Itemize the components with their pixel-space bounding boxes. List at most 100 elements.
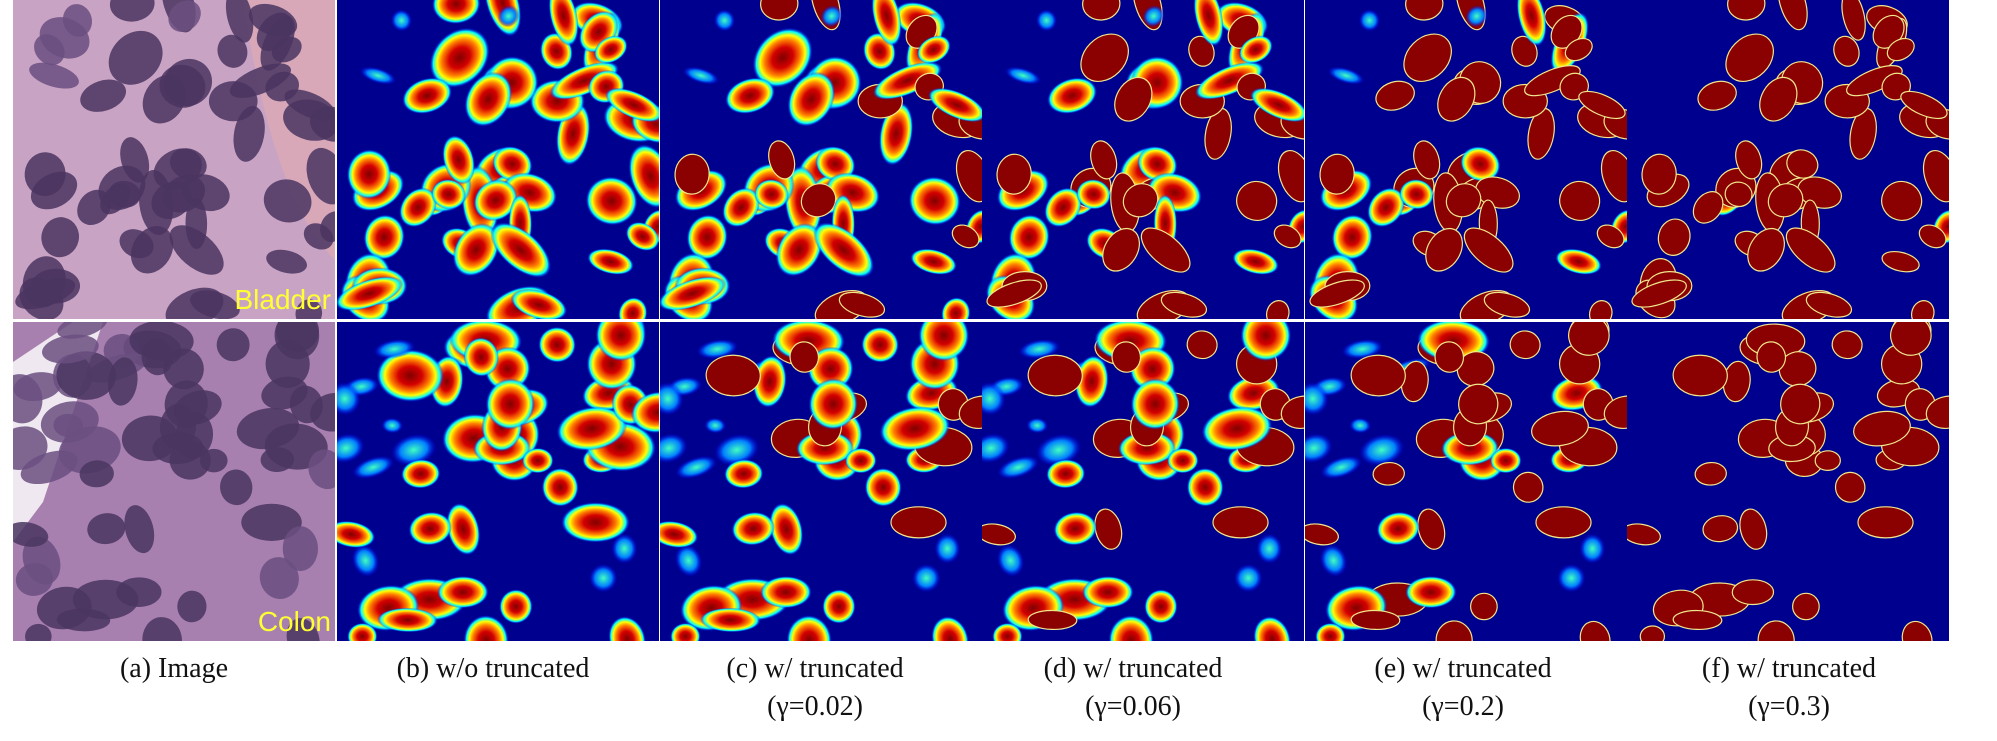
- nucleus-heat: [556, 406, 628, 451]
- nucleus-heat: [363, 214, 405, 260]
- weak-blob: [1256, 533, 1283, 564]
- nucleus-mask: [1805, 291, 1853, 318]
- nucleus-heat: [1555, 248, 1602, 275]
- nucleus-heat: [992, 622, 1023, 641]
- nucleus-mask: [1160, 291, 1208, 318]
- weak-blob: [1234, 563, 1263, 593]
- weak-blob: [996, 544, 1025, 577]
- nucleus-mask: [1559, 180, 1601, 221]
- nucleus-mask: [1631, 279, 1687, 308]
- nucleus-heat: [442, 135, 475, 185]
- probability-map: [982, 322, 1304, 641]
- row-label: Colon: [258, 606, 331, 637]
- nucleus-heat: [1167, 447, 1199, 474]
- nucleus-mask: [890, 506, 947, 539]
- nucleus-mask: [1319, 153, 1355, 195]
- nucleus-mask: [768, 140, 796, 180]
- nucleus-mask: [982, 523, 1016, 546]
- nucleus-heat: [347, 622, 378, 641]
- nucleus-mask: [1434, 341, 1465, 373]
- nucleus: [41, 217, 80, 258]
- nucleus-mask: [1831, 330, 1863, 360]
- nucleus: [108, 30, 163, 85]
- nucleus-heat: [376, 349, 445, 402]
- nucleus: [229, 63, 291, 98]
- nucleus-mask: [1911, 300, 1935, 319]
- nucleus: [216, 328, 250, 362]
- nucleus: [169, 148, 207, 180]
- nucleus-heat: [916, 35, 951, 64]
- nucleus-mask: [1756, 341, 1787, 373]
- nucleus-heat: [485, 378, 535, 430]
- nucleus-mask: [1739, 508, 1768, 550]
- nucleus-mask: [1266, 300, 1290, 319]
- nucleus: [15, 277, 76, 310]
- weak-blob: [1305, 433, 1333, 463]
- nucleus: [77, 189, 112, 226]
- nucleus-mask: [1834, 471, 1866, 503]
- nucleus: [62, 4, 93, 37]
- nucleus-heat: [408, 511, 452, 546]
- nucleus: [141, 338, 173, 376]
- nucleus: [163, 348, 204, 390]
- nucleus: [142, 74, 186, 124]
- nucleus-mask: [1918, 224, 1947, 249]
- nucleus-heat: [760, 576, 812, 609]
- nucleus-mask: [1463, 227, 1514, 273]
- nucleus-mask: [1564, 37, 1593, 62]
- nucleus-mask: [1747, 227, 1785, 272]
- weak-blob: [497, 5, 520, 28]
- nucleus-heat: [548, 0, 579, 47]
- nucleus-heat: [608, 616, 646, 641]
- nucleus-heat: [605, 87, 659, 123]
- weak-blob: [982, 382, 1006, 416]
- nucleus: [13, 521, 49, 547]
- nucleus: [80, 79, 127, 112]
- nucleus-mask: [1445, 183, 1482, 218]
- nucleus-heat: [625, 221, 659, 251]
- nucleus-mask: [1857, 506, 1914, 539]
- nucleus: [199, 448, 228, 473]
- nucleus-mask: [1925, 395, 1949, 430]
- nucleus-heat: [618, 297, 648, 319]
- nucleus-mask: [1236, 180, 1278, 221]
- nucleus-mask: [1350, 354, 1406, 397]
- nucleus-mask: [1437, 76, 1476, 122]
- weak-blob: [674, 544, 703, 577]
- nucleus: [29, 62, 79, 89]
- probability-map: [337, 322, 659, 641]
- nucleus-mask: [1531, 410, 1589, 447]
- nucleus-heat: [686, 214, 728, 260]
- weak-blob: [381, 417, 403, 434]
- nucleus: [53, 413, 83, 438]
- nucleus: [282, 526, 319, 572]
- nucleus-mask: [1702, 515, 1739, 543]
- nucleus-mask: [1524, 65, 1581, 97]
- nucleus: [24, 152, 66, 197]
- nucleus-mask: [705, 354, 761, 397]
- nucleus-mask: [1886, 37, 1915, 62]
- nucleus-heat: [463, 337, 500, 377]
- nucleus-mask: [1603, 395, 1627, 430]
- nucleus-heat: [754, 179, 789, 210]
- nucleus-mask: [1114, 76, 1153, 122]
- nucleus: [220, 469, 253, 506]
- nucleus-heat: [1074, 355, 1109, 408]
- weak-blob: [660, 382, 684, 416]
- nucleus-mask: [1672, 354, 1728, 397]
- nucleus-heat: [822, 589, 856, 624]
- weak-blob: [1142, 5, 1165, 28]
- nucleus-heat: [538, 326, 576, 363]
- weak-blob: [682, 66, 720, 85]
- nucleus-mask: [1470, 592, 1498, 621]
- nucleus-mask: [1212, 506, 1269, 539]
- nucleus-mask: [1405, 0, 1444, 21]
- nucleus-heat: [1144, 589, 1178, 624]
- weak-blob: [997, 455, 1039, 479]
- nucleus-heat: [813, 222, 875, 278]
- nucleus-heat: [918, 322, 970, 362]
- nucleus: [25, 623, 52, 641]
- nucleus-mask: [674, 153, 710, 195]
- nucleus-mask: [1122, 183, 1159, 218]
- nucleus-heat: [463, 615, 509, 641]
